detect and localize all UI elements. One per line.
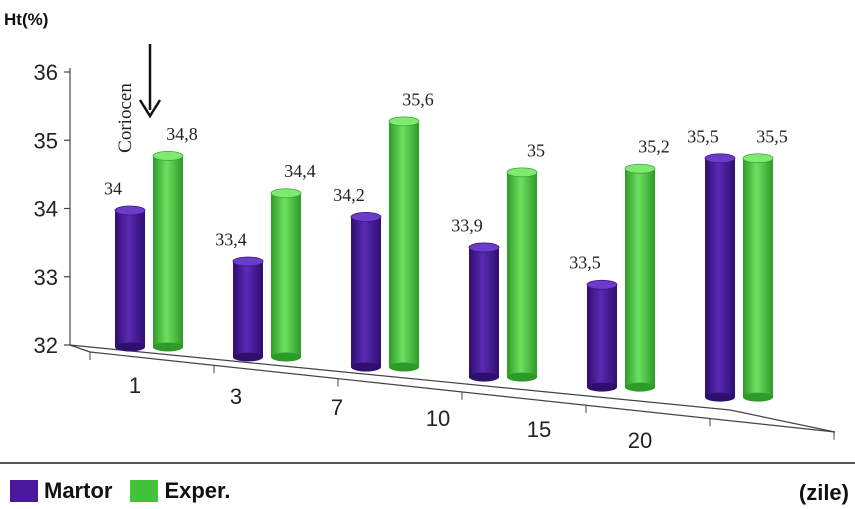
bar-base-cap (587, 382, 617, 392)
floor-left-edge (69, 344, 91, 353)
bar-top-cap (624, 163, 656, 174)
data-label: 33,5 (569, 253, 601, 273)
bar-martor-10 (469, 247, 499, 378)
bar-base-cap (351, 362, 381, 372)
y-tick-label: 35 (34, 128, 58, 153)
x-tick-label: 15 (527, 417, 551, 442)
x-tick-label: 1 (129, 373, 141, 398)
data-label: 35,5 (687, 126, 719, 146)
data-label: 35,5 (756, 126, 788, 146)
bar-exper-10 (507, 172, 537, 378)
bar-base-cap (507, 372, 537, 382)
bar-exper-15 (625, 168, 655, 388)
bar-martor-15 (587, 284, 617, 388)
annotation-arrow-head (138, 99, 162, 119)
data-label: 35,6 (402, 89, 434, 109)
y-tick-label: 33 (34, 265, 58, 290)
x-tick-label: 10 (426, 406, 450, 431)
x-tick-label: 7 (331, 395, 343, 420)
bar-top-cap (506, 167, 538, 178)
data-label: 33,4 (215, 229, 247, 249)
bar-top-cap (388, 116, 420, 127)
legend-item-exper: Exper. (130, 478, 231, 504)
bar-top-cap (232, 256, 264, 267)
bar-martor-1 (115, 210, 145, 347)
bar-base-cap (115, 342, 145, 352)
data-label: 34,2 (333, 185, 365, 205)
legend-swatch-exper (130, 480, 159, 502)
data-label: 35 (527, 140, 545, 160)
bar-base-cap (743, 392, 773, 402)
x-tick-label: 3 (230, 384, 242, 409)
bar-exper-7 (389, 121, 419, 368)
bar-martor-3 (233, 261, 263, 358)
bar-top-cap (114, 205, 146, 216)
bar-top-cap (350, 212, 382, 222)
bar-base-cap (389, 362, 419, 372)
legend: Martor Exper. (10, 478, 249, 504)
bar-base-cap (271, 352, 301, 362)
floor-back-edge (69, 344, 731, 411)
y-tick-label: 34 (34, 197, 58, 222)
data-label: 33,9 (451, 215, 483, 235)
legend-label-exper: Exper. (164, 478, 231, 503)
data-label: 34,4 (284, 161, 316, 181)
x-tick-label: 20 (628, 428, 652, 453)
x-axis-unit: (zile) (798, 480, 849, 505)
bar-martor-7 (351, 216, 381, 368)
bar-chart: 32 33 34 35 36 34 34,8 1 33,4 34,4 3 34,2 35,6 7 33,9 3… (34, 44, 836, 453)
bar-top-cap (152, 150, 184, 161)
floor-right-edge (729, 409, 836, 433)
bar-base-cap (153, 342, 183, 352)
legend-separator (0, 462, 855, 464)
bar-exper-20 (743, 158, 773, 398)
y-tick-label: 32 (34, 333, 58, 358)
bar-martor-20 (705, 158, 735, 398)
bar-top-cap (586, 279, 618, 290)
data-label: 34 (104, 179, 122, 199)
legend-item-martor: Martor (10, 478, 112, 504)
y-axis-title: Ht(%) (4, 10, 49, 29)
bar-top-cap (270, 188, 302, 199)
bar-top-cap (704, 153, 736, 164)
bar-base-cap (469, 372, 499, 382)
bar-base-cap (233, 352, 263, 362)
bar-top-cap (468, 242, 500, 253)
legend-label-martor: Martor (44, 478, 113, 503)
bar-base-cap (705, 392, 735, 402)
bar-exper-3 (271, 193, 301, 358)
data-label: 35,2 (638, 137, 670, 157)
y-tick-label: 36 (34, 60, 58, 85)
legend-swatch-martor (10, 480, 38, 502)
bar-base-cap (625, 382, 655, 392)
annotation-label: Coriocen (115, 83, 136, 153)
bar-exper-1 (153, 155, 183, 347)
bar-top-cap (742, 153, 774, 164)
data-label: 34,8 (166, 124, 198, 144)
